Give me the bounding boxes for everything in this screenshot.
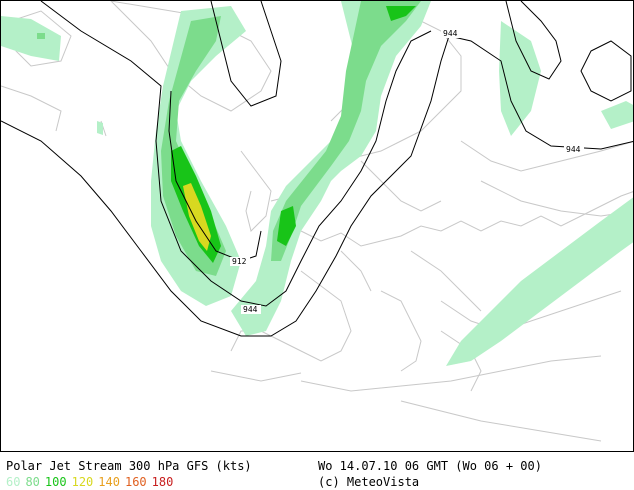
legend-level-120: 120 bbox=[71, 475, 94, 489]
wind-speed-legend: 60 80 100 120 140 160 180 bbox=[6, 475, 178, 489]
legend-level-140: 140 bbox=[98, 475, 120, 489]
map-datetime: Wo 14.07.10 06 GMT (Wo 06 + 00) bbox=[318, 459, 542, 473]
map-panel: 944 944 912 944 bbox=[0, 0, 634, 452]
geopotential-contours bbox=[1, 1, 633, 337]
jet-band-120kts bbox=[183, 183, 211, 251]
contour-label: 944 bbox=[443, 29, 458, 38]
legend-level-180: 180 bbox=[151, 475, 174, 489]
jet-stream-map: 944 944 912 944 bbox=[1, 1, 633, 442]
contour-label: 912 bbox=[232, 257, 247, 266]
contour-label: 944 bbox=[566, 145, 581, 154]
map-credit: (c) MeteoVista bbox=[318, 475, 420, 489]
contour-labels: 944 944 912 944 bbox=[230, 29, 584, 314]
contour-label: 944 bbox=[243, 305, 258, 314]
jet-band-80kts bbox=[37, 1, 421, 276]
legend-level-60: 60 bbox=[6, 475, 21, 489]
map-title: Polar Jet Stream 300 hPa GFS (kts) bbox=[6, 459, 252, 473]
legend-level-80: 80 bbox=[25, 475, 40, 489]
legend-level-100: 100 bbox=[44, 475, 67, 489]
legend-level-160: 160 bbox=[124, 475, 147, 489]
